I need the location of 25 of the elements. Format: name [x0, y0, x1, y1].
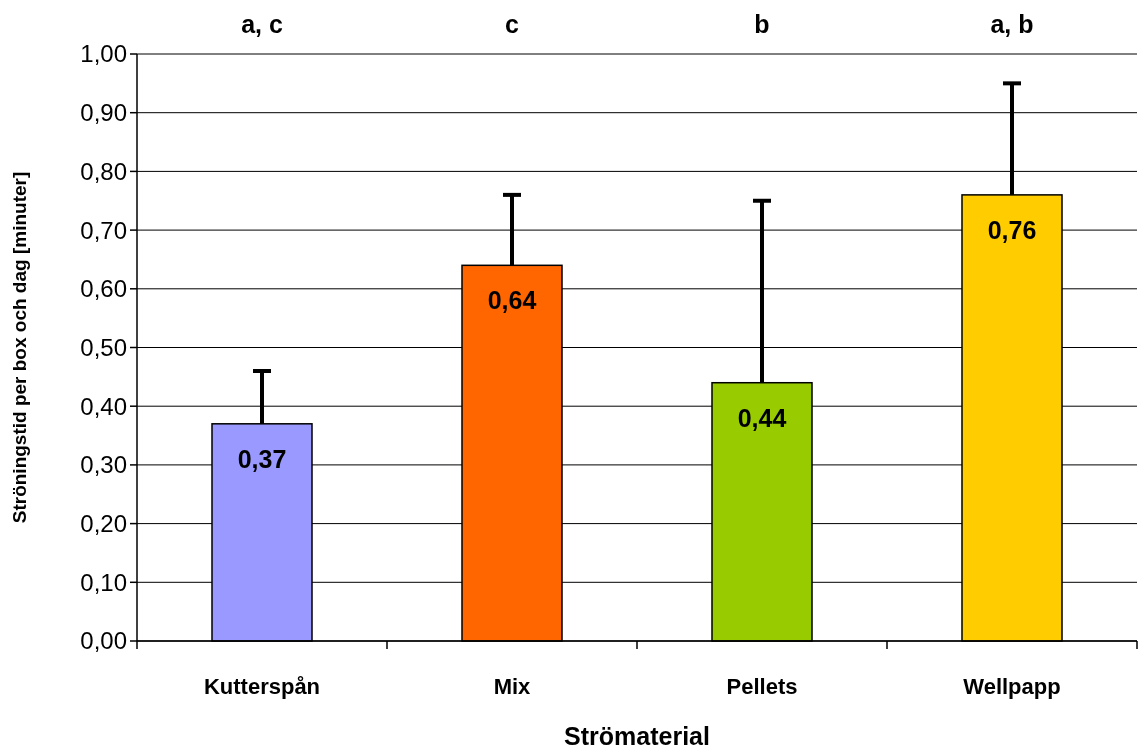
y-tick-label: 0,00 — [80, 627, 127, 655]
text: b — [754, 10, 770, 38]
x-tick-label: Wellpapp — [963, 674, 1061, 699]
x-axis-title: Strömaterial — [564, 722, 710, 749]
y-tick-label: 0,50 — [80, 333, 127, 361]
data-label: 0,37 — [237, 444, 287, 473]
y-tick-label: 0,70 — [80, 216, 127, 244]
y-tick-label: 0,90 — [80, 99, 127, 127]
x-tick-label: Kutterspån — [203, 674, 321, 699]
y-tick-label: 1,00 — [80, 40, 127, 68]
text: a, b — [990, 10, 1034, 38]
x-tick-label: Mix — [493, 674, 532, 699]
y-tick-label: 0,60 — [80, 275, 127, 303]
y-axis-title: Ströningstid per box och dag [minuter] — [9, 171, 30, 524]
y-tick-label: 0,20 — [80, 510, 127, 537]
y-tick-label: 0,80 — [80, 157, 127, 185]
y-tick-label: 0,40 — [80, 392, 127, 420]
y-tick-label: 0,30 — [80, 451, 127, 479]
text: c — [505, 10, 520, 38]
x-tick-label: Pellets — [726, 674, 798, 699]
data-label: 0,64 — [487, 286, 537, 315]
text: a, c — [241, 10, 283, 38]
y-tick-label: 0,10 — [80, 568, 127, 596]
data-label: 0,44 — [737, 403, 787, 432]
data-label: 0,76 — [987, 215, 1037, 244]
